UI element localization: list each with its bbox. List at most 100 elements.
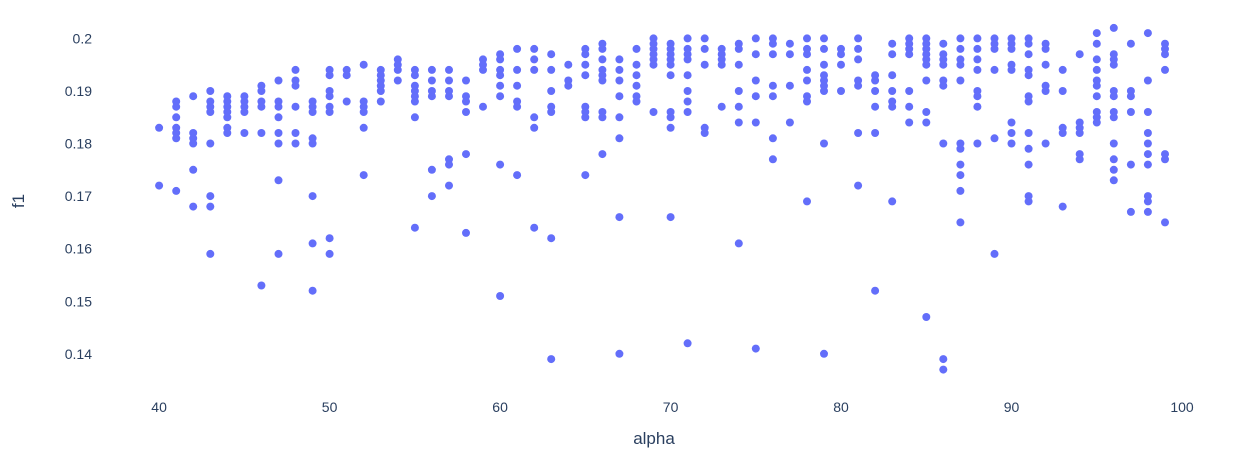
scatter-point [547, 65, 556, 74]
scatter-point [513, 171, 522, 180]
scatter-point [615, 134, 624, 143]
scatter-point [683, 71, 692, 80]
scatter-point [785, 81, 794, 90]
scatter-point [376, 87, 385, 95]
scatter-point [274, 176, 283, 185]
scatter-point [496, 292, 505, 300]
scatter-point [530, 55, 539, 64]
scatter-point [615, 76, 624, 85]
scatter-point [547, 234, 556, 243]
scatter-point [427, 192, 436, 201]
scatter-point [700, 129, 709, 137]
scatter-point [768, 155, 777, 164]
scatter-point [325, 108, 334, 116]
scatter-point [905, 118, 914, 127]
scatter-point [1058, 87, 1067, 95]
scatter-point [206, 108, 215, 116]
scatter-point [615, 65, 624, 74]
scatter-point [1109, 176, 1118, 185]
scatter-point [939, 365, 948, 374]
scatter-point [1143, 160, 1152, 169]
x-tick-label: 100 [1170, 399, 1194, 415]
scatter-point [291, 81, 300, 90]
scatter-point [189, 92, 198, 101]
scatter-point [700, 34, 709, 43]
scatter-point [598, 150, 607, 159]
scatter-point [1109, 60, 1118, 69]
scatter-point [837, 60, 845, 69]
scatter-point [462, 97, 470, 106]
scatter-point [973, 34, 982, 43]
scatter-point [854, 55, 863, 64]
x-tick-label: 80 [833, 399, 849, 415]
scatter-point [172, 134, 181, 143]
scatter-point [1024, 39, 1033, 48]
scatter-point [990, 44, 999, 53]
scatter-point [410, 71, 419, 80]
scatter-point [632, 60, 641, 69]
x-tick-label: 50 [322, 399, 338, 415]
scatter-point [1007, 44, 1016, 53]
scatter-point [410, 97, 419, 106]
scatter-point [479, 65, 487, 74]
scatter-point [1126, 39, 1135, 48]
scatter-point [888, 102, 897, 111]
scatter-point [768, 81, 777, 90]
scatter-point [956, 44, 965, 53]
scatter-point [871, 87, 880, 95]
scatter-point [1024, 144, 1033, 153]
scatter-point [496, 92, 505, 101]
scatter-point [1024, 129, 1033, 137]
scatter-point [939, 139, 948, 148]
scatter-point [393, 65, 402, 74]
scatter-point [240, 108, 249, 116]
x-axis-title: alpha [633, 429, 675, 448]
scatter-point [751, 50, 760, 59]
scatter-point [785, 50, 794, 59]
scatter-point [291, 139, 300, 148]
scatter-point [257, 281, 266, 290]
scatter-point [1024, 71, 1033, 80]
scatter-point [308, 286, 317, 295]
scatter-point [206, 139, 215, 148]
scatter-point [223, 113, 232, 122]
scatter-point [837, 50, 845, 59]
scatter-point [308, 192, 317, 201]
scatter-point [223, 129, 232, 137]
scatter-point [581, 50, 590, 59]
scatter-point [803, 97, 811, 106]
scatter-point [342, 97, 351, 106]
scatter-point [1092, 118, 1101, 127]
scatter-point [547, 355, 556, 364]
scatter-point [1143, 129, 1152, 137]
scatter-point [496, 160, 505, 169]
scatter-point [871, 129, 880, 137]
scatter-point [820, 87, 828, 95]
scatter-point [956, 218, 965, 227]
scatter-point [700, 44, 709, 53]
scatter-point [325, 249, 334, 258]
scatter-point [973, 139, 982, 148]
scatter-point [155, 123, 164, 132]
scatter-point [734, 44, 743, 53]
scatter-point [615, 213, 624, 222]
scatter-point [888, 71, 897, 80]
scatter-point [462, 150, 470, 159]
scatter-point [649, 60, 658, 69]
scatter-point [530, 65, 539, 74]
scatter-point [1024, 50, 1033, 59]
scatter-point [683, 34, 692, 43]
scatter-point [1109, 139, 1118, 148]
scatter-point [445, 92, 453, 101]
scatter-point [1161, 50, 1169, 59]
scatter-point [359, 123, 368, 132]
scatter-point [257, 129, 266, 137]
plot-area [155, 23, 1169, 374]
scatter-point [1126, 108, 1135, 116]
scatter-point [325, 92, 334, 101]
scatter-point [956, 76, 965, 85]
scatter-point [581, 171, 590, 180]
scatter-point [1041, 139, 1050, 148]
scatter-point [905, 87, 914, 95]
scatter-point [666, 113, 675, 122]
